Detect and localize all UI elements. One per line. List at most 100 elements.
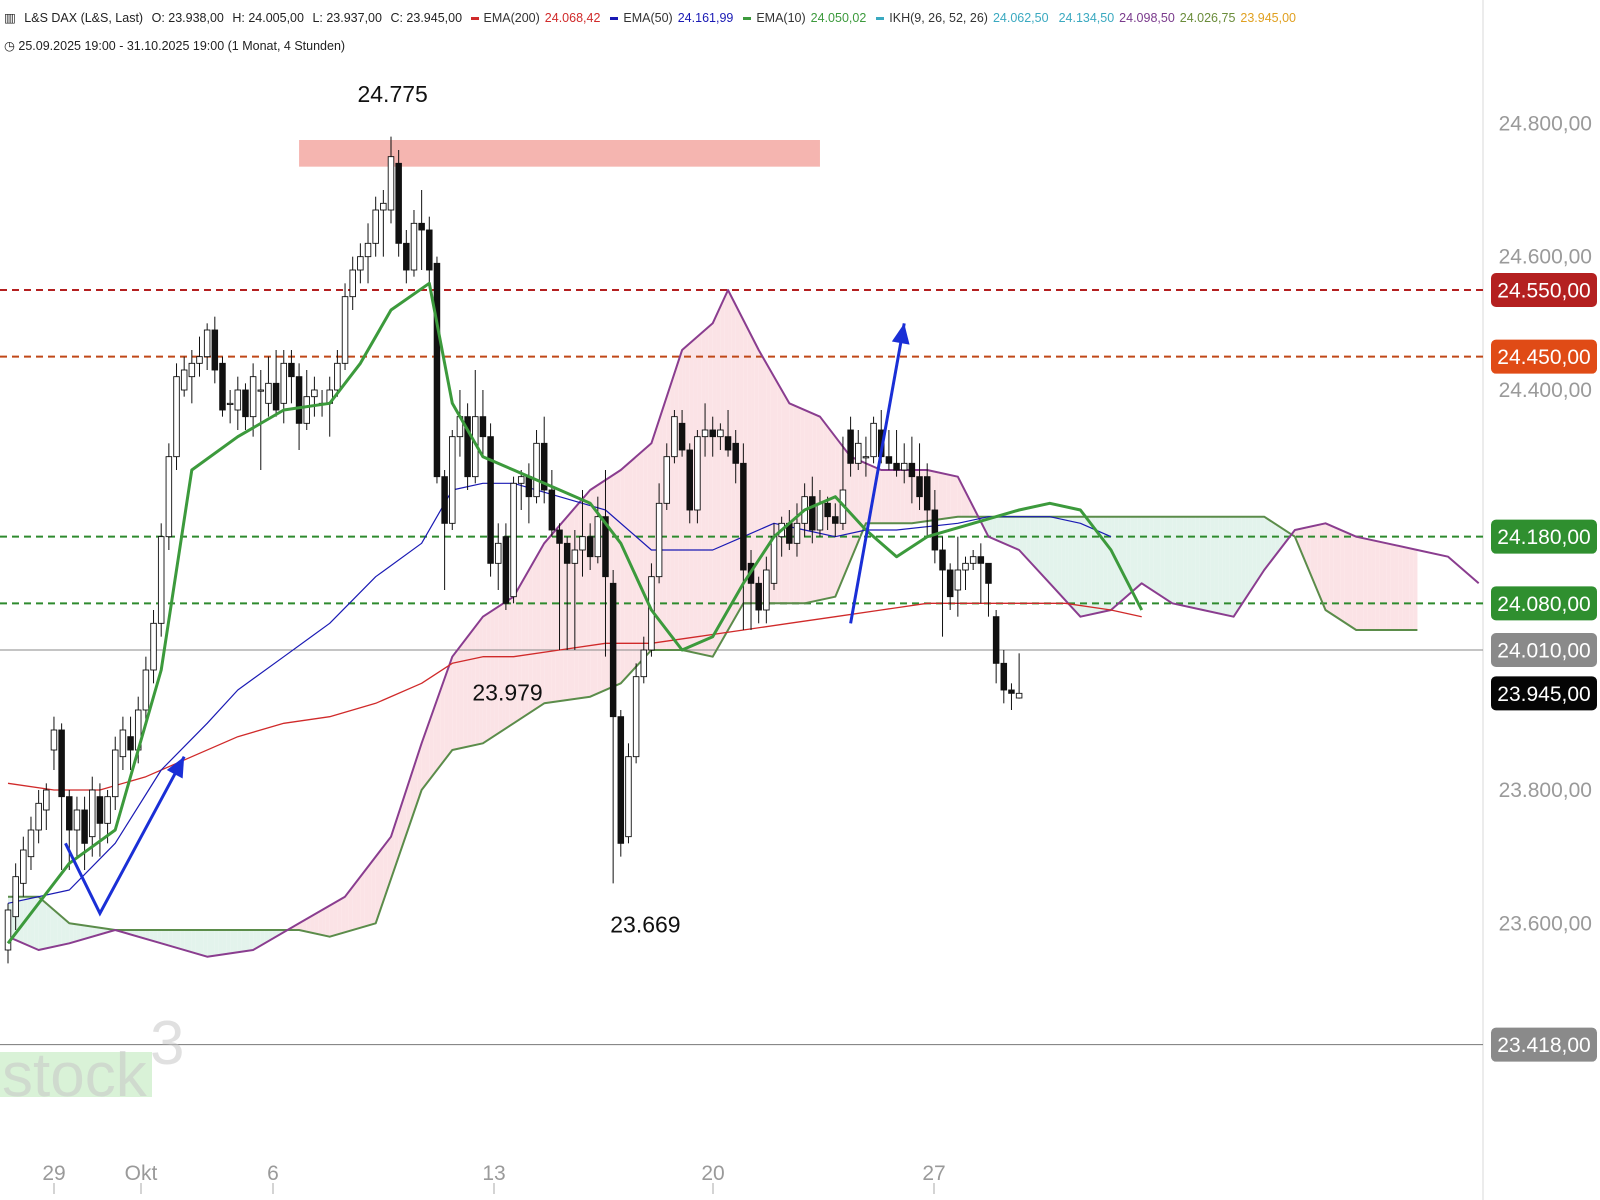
ikh-value-0: 24.134,50	[1058, 11, 1115, 25]
candle	[219, 356, 226, 417]
ichimoku-cloud	[8, 290, 1418, 957]
candle	[962, 556, 969, 590]
candle	[694, 430, 701, 524]
range-row: ◷ 25.09.2025 19:00 - 31.10.2025 19:00 (1…	[4, 38, 345, 53]
trend-arrow-0	[64, 755, 186, 917]
candle	[265, 356, 272, 417]
candle	[678, 410, 686, 457]
candle	[188, 350, 196, 404]
date-range: 25.09.2025 19:00 - 31.10.2025 19:00	[18, 39, 225, 53]
candle	[395, 150, 402, 257]
candle	[494, 523, 502, 590]
candle	[632, 663, 640, 764]
candle	[12, 863, 19, 930]
price-label-badge: 24.080,00	[1491, 586, 1597, 621]
candle	[180, 356, 188, 397]
ema50-line	[7, 482, 1112, 904]
candle	[517, 470, 525, 510]
ikh-value-3: 23.945,00	[1240, 11, 1296, 25]
price-label-badge: 23.945,00	[1491, 676, 1597, 711]
indicator-value: 24.068,42	[544, 11, 601, 25]
candle	[89, 776, 96, 857]
candle	[755, 576, 762, 624]
candle	[479, 390, 487, 457]
svg-text:3: 3	[150, 1009, 184, 1078]
candle	[341, 283, 349, 370]
svg-text:24.080,00: 24.080,00	[1497, 593, 1590, 616]
candle	[242, 383, 249, 430]
interval-label: (1 Monat, 4 Stunden)	[227, 39, 346, 53]
candle	[303, 370, 310, 430]
candle	[380, 190, 387, 257]
candle	[832, 503, 839, 537]
ohlc-high: H: 24.005,00	[232, 11, 304, 25]
candle	[946, 563, 954, 610]
candle	[249, 363, 257, 437]
price-annotation: 23.979	[472, 680, 542, 706]
candle	[609, 570, 617, 884]
indicator-legend: EMA(200) 24.068,42 EMA(50) 24.161,99 EMA(10)…	[470, 11, 1301, 25]
y-tick-label: 24.400,00	[1499, 379, 1592, 402]
candle	[410, 210, 418, 277]
candle	[142, 656, 150, 724]
y-tick-label: 24.800,00	[1499, 112, 1592, 135]
candle	[717, 423, 724, 450]
candle	[20, 836, 27, 897]
price-label-badge: 24.550,00	[1491, 273, 1597, 307]
candle	[625, 743, 632, 844]
candle	[640, 636, 648, 684]
candle	[226, 390, 234, 424]
indicator-value: 24.062,50	[992, 11, 1049, 25]
arrow-head-icon	[891, 323, 910, 345]
indicator-3: IKH(9, 26, 52, 26) 24.062,50	[876, 11, 1053, 25]
candle	[387, 136, 395, 224]
candle	[809, 476, 816, 544]
candle	[349, 256, 356, 310]
candle	[35, 790, 42, 844]
candle	[1015, 653, 1023, 699]
svg-text:23.418,00: 23.418,00	[1497, 1034, 1590, 1057]
ema10-line	[6, 281, 1144, 945]
candle	[510, 476, 517, 604]
bar-chart-icon: ▥	[4, 11, 16, 25]
indicator-1: EMA(50) 24.161,99	[610, 11, 738, 25]
candle	[939, 536, 946, 637]
candle	[364, 223, 372, 284]
ohlc-low: L: 23.937,00	[312, 11, 382, 25]
candle	[931, 490, 939, 564]
indicator-name: EMA(50)	[623, 11, 673, 25]
candle	[763, 556, 770, 624]
candle	[426, 216, 433, 284]
candle	[81, 796, 88, 870]
candle	[923, 463, 931, 537]
candle	[969, 550, 977, 570]
candle	[533, 430, 540, 504]
candle	[579, 490, 586, 577]
candle	[709, 416, 716, 457]
senkou-span-a	[8, 515, 1418, 938]
svg-text:24.550,00: 24.550,00	[1497, 280, 1590, 303]
y-tick-label: 23.800,00	[1499, 779, 1592, 802]
candle	[655, 483, 663, 584]
candle	[326, 376, 333, 437]
candle	[472, 370, 479, 484]
stock3-logo: stock 3	[0, 1009, 184, 1110]
instrument-name: L&S DAX (L&S, Last)	[24, 11, 144, 25]
indicator-name: IKH(9, 26, 52, 26)	[889, 11, 988, 25]
price-annotation: 23.669	[610, 911, 680, 937]
candle	[663, 443, 671, 510]
candle	[449, 430, 456, 530]
indicator-value: 24.050,02	[810, 11, 867, 25]
x-tick-label: 13	[482, 1162, 505, 1185]
candle	[58, 723, 65, 870]
svg-text:stock: stock	[2, 1041, 148, 1110]
candle	[556, 523, 563, 650]
indicator-value: 24.161,99	[677, 11, 734, 25]
y-tick-label: 23.600,00	[1499, 912, 1592, 935]
candle	[977, 543, 985, 604]
candle	[487, 423, 494, 577]
candle	[272, 350, 280, 417]
candle	[441, 470, 448, 590]
price-label-badge: 24.180,00	[1491, 519, 1597, 554]
